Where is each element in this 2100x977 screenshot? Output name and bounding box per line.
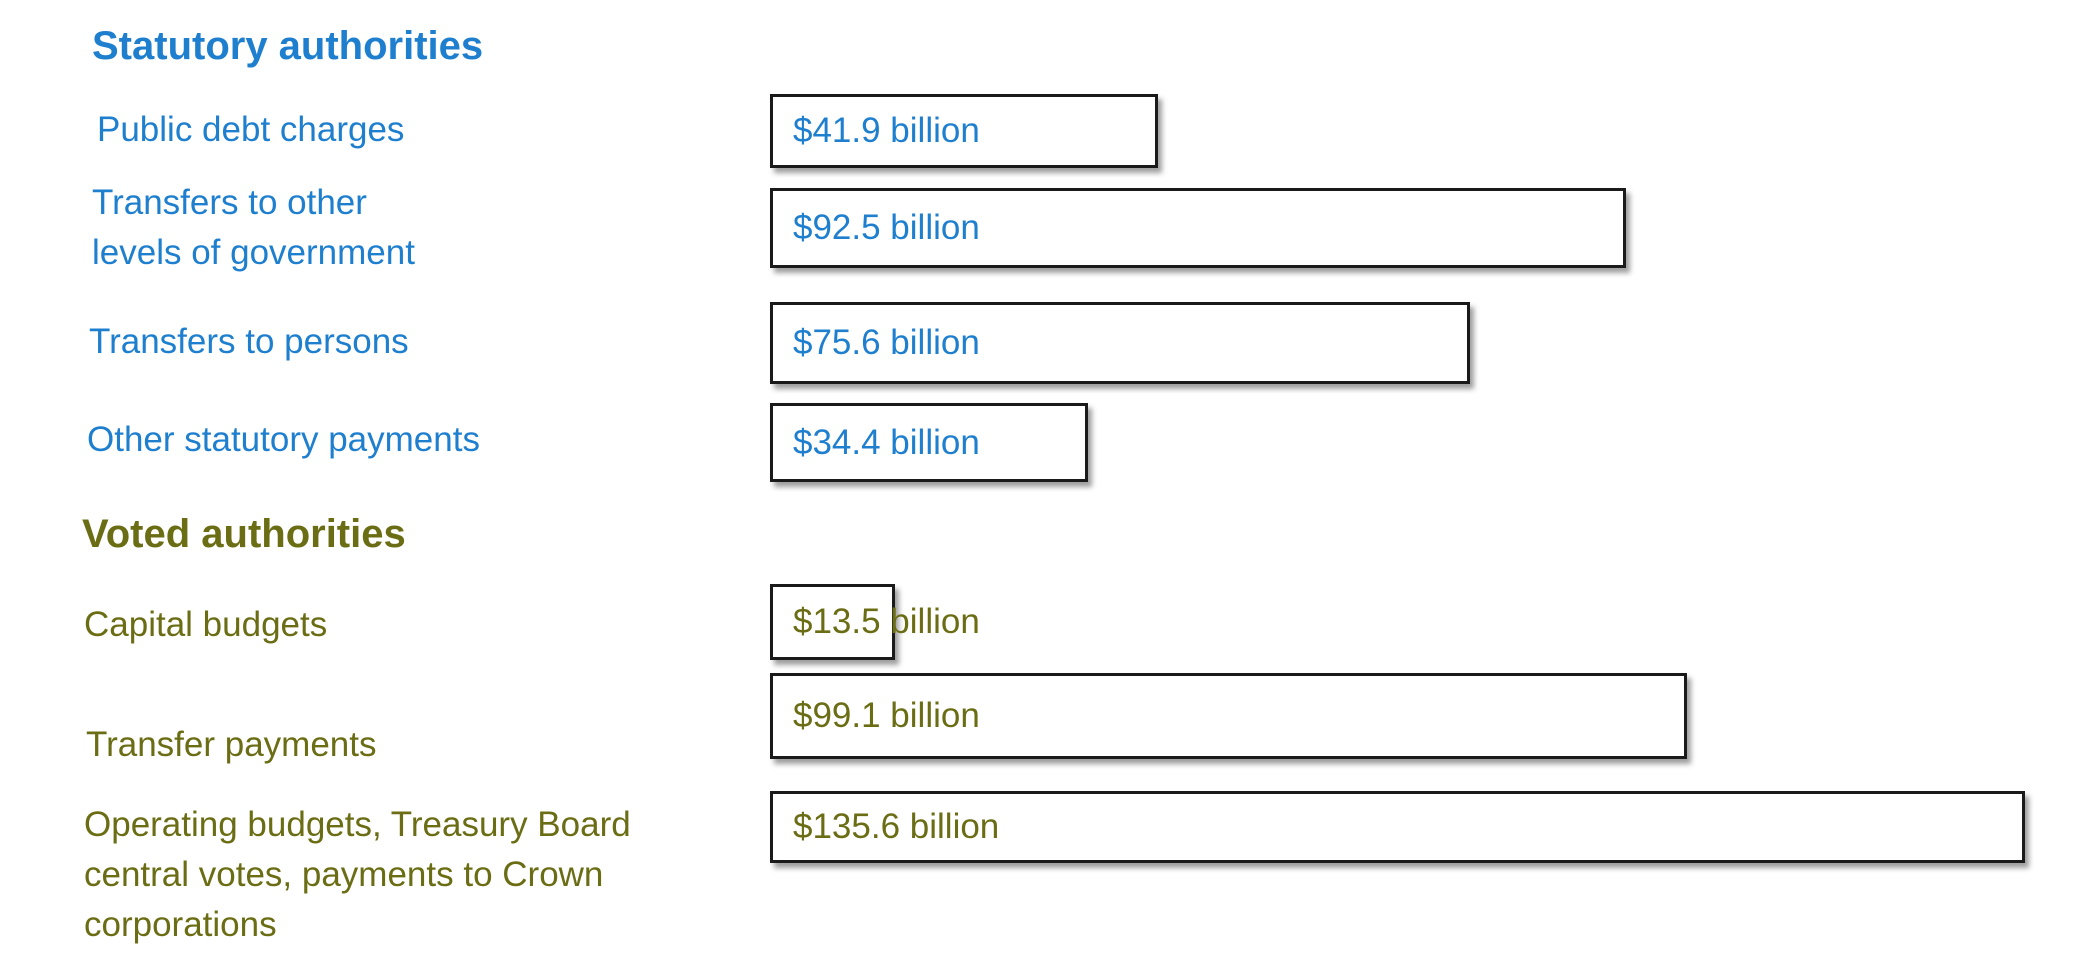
bar-value-label: $41.9 billion xyxy=(793,111,980,150)
category-label-line: Transfer payments xyxy=(86,725,377,764)
category-label: Transfers to persons xyxy=(89,317,409,367)
category-label: Public debt charges xyxy=(97,105,404,155)
category-label: Transfer payments xyxy=(86,720,376,770)
bar: $34.4 billion xyxy=(770,403,1088,482)
bar: $75.6 billion xyxy=(770,302,1470,384)
bar: $41.9 billion xyxy=(770,94,1158,168)
category-label-line: Public debt charges xyxy=(97,110,405,149)
category-label: Operating budgets, Treasury Board central… xyxy=(84,800,631,950)
category-label-line: central votes, payments to Crown xyxy=(84,855,604,894)
bar-value-label: $99.1 billion xyxy=(793,696,980,735)
category-label-line: Transfers to other xyxy=(92,183,367,222)
category-label-line: Other statutory payments xyxy=(87,420,480,459)
category-label-line: levels of government xyxy=(92,233,415,272)
category-label-line: corporations xyxy=(84,905,277,944)
bar: $92.5 billion xyxy=(770,188,1626,268)
bar: $13.5 billion xyxy=(770,584,980,660)
bar-value-label: $34.4 billion xyxy=(793,422,980,462)
bar-value-label: $135.6 billion xyxy=(793,807,1000,846)
bar: $135.6 billion xyxy=(770,791,2025,863)
category-label: Transfers to other levels of government xyxy=(92,178,415,278)
group-heading: Statutory authorities xyxy=(92,24,484,68)
bar-value-label: $75.6 billion xyxy=(793,323,980,362)
category-label: Other statutory payments xyxy=(87,415,480,465)
group-heading: Voted authorities xyxy=(82,512,406,556)
category-label-line: Operating budgets, Treasury Board xyxy=(84,805,631,844)
category-label-line: Transfers to persons xyxy=(89,322,409,361)
bar-value-label: $13.5 billion xyxy=(793,602,980,641)
bar: $99.1 billion xyxy=(770,673,1687,759)
bar-value-label: $92.5 billion xyxy=(793,208,980,247)
category-label-line: Capital budgets xyxy=(84,605,328,644)
category-label: Capital budgets xyxy=(84,600,327,650)
